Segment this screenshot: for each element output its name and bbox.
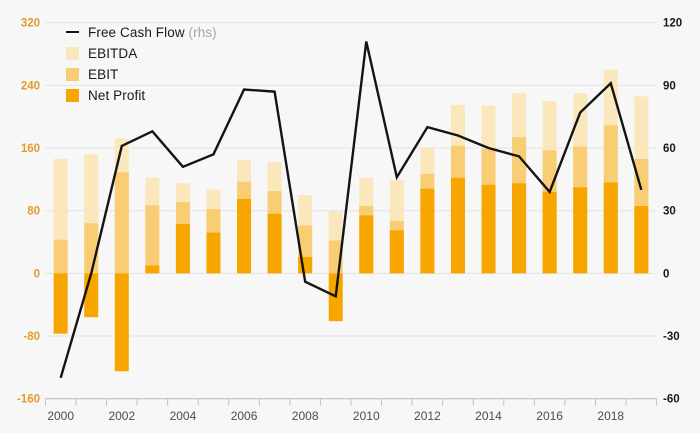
bar [603, 182, 618, 274]
right-tick-label: -60 [663, 394, 680, 406]
legend-label: Net Profit [88, 87, 146, 103]
year-label: 2008 [292, 409, 319, 423]
year-label: 2006 [231, 409, 258, 423]
year-label: 2016 [536, 409, 563, 423]
legend-label: EBIT [88, 66, 119, 82]
left-tick-label: 320 [21, 18, 40, 30]
legend: Free Cash Flow (rhs) EBITDA EBIT Net Pro… [66, 24, 217, 103]
bar [634, 206, 649, 274]
bar [53, 273, 68, 334]
bar [542, 191, 557, 274]
left-axis-labels: 320 240 160 80 0 -80 -160 [17, 18, 40, 406]
year-label: 2014 [475, 409, 502, 423]
ebitda-swatch-icon [66, 46, 79, 60]
year-label: 2012 [414, 409, 441, 423]
bar [53, 239, 68, 274]
right-tick-label: 120 [663, 18, 682, 30]
bar [420, 188, 435, 274]
ebit-swatch-icon [66, 67, 79, 81]
bar [450, 177, 465, 274]
year-label: 2004 [170, 409, 197, 423]
legend-item-ebitda: EBITDA [66, 45, 217, 61]
x-axis-labels: 2000 2002 2004 2006 2008 2010 2012 2014 2016 2018 [47, 409, 624, 423]
bar [389, 230, 404, 274]
bar [359, 215, 374, 274]
line-swatch-icon [66, 30, 79, 34]
x-axis [44, 398, 658, 406]
rhs-suffix: (rhs) [184, 24, 217, 40]
bars-net-profit [53, 177, 649, 372]
year-label: 2002 [108, 409, 135, 423]
net-profit-swatch-icon [66, 88, 79, 102]
year-label: 2000 [47, 409, 74, 423]
right-tick-label: 0 [663, 268, 669, 280]
left-tick-label: 80 [27, 206, 40, 218]
legend-item-net-profit: Net Profit [66, 87, 217, 103]
bar [573, 187, 588, 274]
legend-label: Free Cash Flow (rhs) [88, 24, 217, 40]
right-tick-label: 60 [663, 143, 676, 155]
bar [267, 213, 282, 274]
left-tick-label: -160 [17, 394, 40, 406]
year-label: 2018 [597, 409, 624, 423]
legend-item-ebit: EBIT [66, 66, 217, 82]
free-cash-flow-line [59, 41, 643, 379]
bar [298, 256, 313, 274]
year-label: 2010 [353, 409, 380, 423]
left-tick-label: 240 [21, 80, 40, 92]
right-tick-label: 30 [663, 206, 676, 218]
bar [84, 273, 99, 318]
left-tick-label: -80 [23, 331, 40, 343]
bar [512, 183, 527, 274]
bar [145, 265, 160, 274]
bar [237, 198, 252, 274]
legend-item-free-cash-flow: Free Cash Flow (rhs) [66, 24, 217, 40]
bars-ebit [53, 125, 649, 274]
bar [145, 205, 160, 274]
left-tick-label: 0 [34, 268, 40, 280]
left-tick-label: 160 [21, 143, 40, 155]
right-tick-label: 90 [663, 80, 676, 92]
bar [114, 273, 129, 372]
right-tick-label: -30 [663, 331, 680, 343]
bar [206, 232, 221, 274]
right-axis-labels: 120 90 60 30 0 -30 -60 [663, 18, 682, 406]
bar [114, 172, 129, 274]
bar [481, 184, 496, 274]
bar [175, 224, 190, 274]
legend-label: EBITDA [88, 45, 138, 61]
